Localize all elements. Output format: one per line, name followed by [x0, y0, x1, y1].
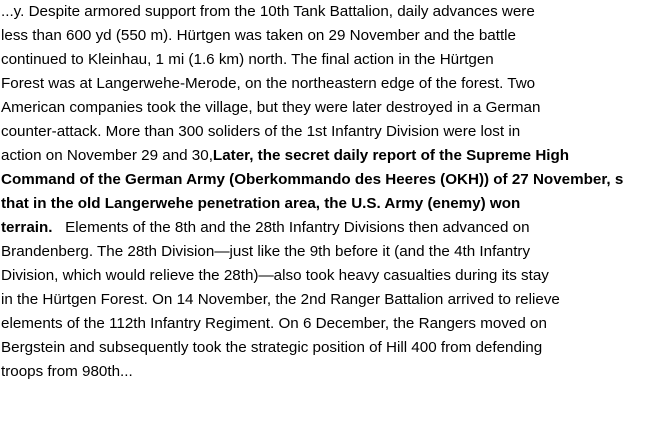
text-run: Elements of the 8th and the 28th Infantr… [52, 219, 530, 236]
bold-text-run: that in the old Langerwehe penetration a… [1, 195, 521, 212]
text-line: Command of the German Army (Oberkommando… [1, 168, 650, 192]
text-run: American companies took the village, but… [1, 99, 541, 116]
bold-text-run: Later, the secret daily report of the Su… [212, 147, 570, 164]
text-line: American companies took the village, but… [1, 96, 650, 120]
text-line: Brandenberg. The 28th Division—just like… [1, 240, 650, 264]
text-run: in the Hürtgen Forest. On 14 November, t… [1, 291, 560, 308]
text-line: Division, which would relieve the 28th)—… [1, 264, 650, 288]
text-run: elements of the 112th Infantry Regiment.… [1, 315, 547, 332]
text-line: elements of the 112th Infantry Regiment.… [1, 312, 650, 336]
text-line: action on November 29 and 30,Later, the … [1, 144, 650, 168]
text-run: Forest was at Langerwehe-Merode, on the … [1, 75, 536, 92]
text-line: Bergstein and subsequently took the stra… [1, 336, 650, 360]
text-line: less than 600 yd (550 m). Hürtgen was ta… [1, 24, 650, 48]
text-line: in the Hürtgen Forest. On 14 November, t… [1, 288, 650, 312]
text-run: troops from 980th... [1, 363, 133, 380]
text-run: counter-attack. More than 300 soliders o… [1, 123, 521, 140]
bold-text-run: Command of the German Army (Oberkommando… [1, 171, 624, 188]
text-run: less than 600 yd (550 m). Hürtgen was ta… [1, 27, 516, 44]
text-run: ...y. Despite armored support from the 1… [1, 3, 535, 20]
text-line: ...y. Despite armored support from the 1… [1, 0, 650, 24]
document-body: ...y. Despite armored support from the 1… [1, 0, 650, 384]
text-run: Bergstein and subsequently took the stra… [1, 339, 543, 356]
text-line: that in the old Langerwehe penetration a… [1, 192, 650, 216]
text-line: terrain. Elements of the 8th and the 28t… [1, 216, 650, 240]
text-line: counter-attack. More than 300 soliders o… [1, 120, 650, 144]
text-line: troops from 980th... [1, 360, 650, 384]
text-line: continued to Kleinhau, 1 mi (1.6 km) nor… [1, 48, 650, 72]
text-line: Forest was at Langerwehe-Merode, on the … [1, 72, 650, 96]
text-run: continued to Kleinhau, 1 mi (1.6 km) nor… [1, 51, 494, 68]
text-run: action on November 29 and 30, [1, 147, 213, 164]
text-run: Brandenberg. The 28th Division—just like… [1, 243, 531, 260]
bold-text-run: terrain. [1, 219, 53, 236]
text-run: Division, which would relieve the 28th)—… [1, 267, 549, 284]
